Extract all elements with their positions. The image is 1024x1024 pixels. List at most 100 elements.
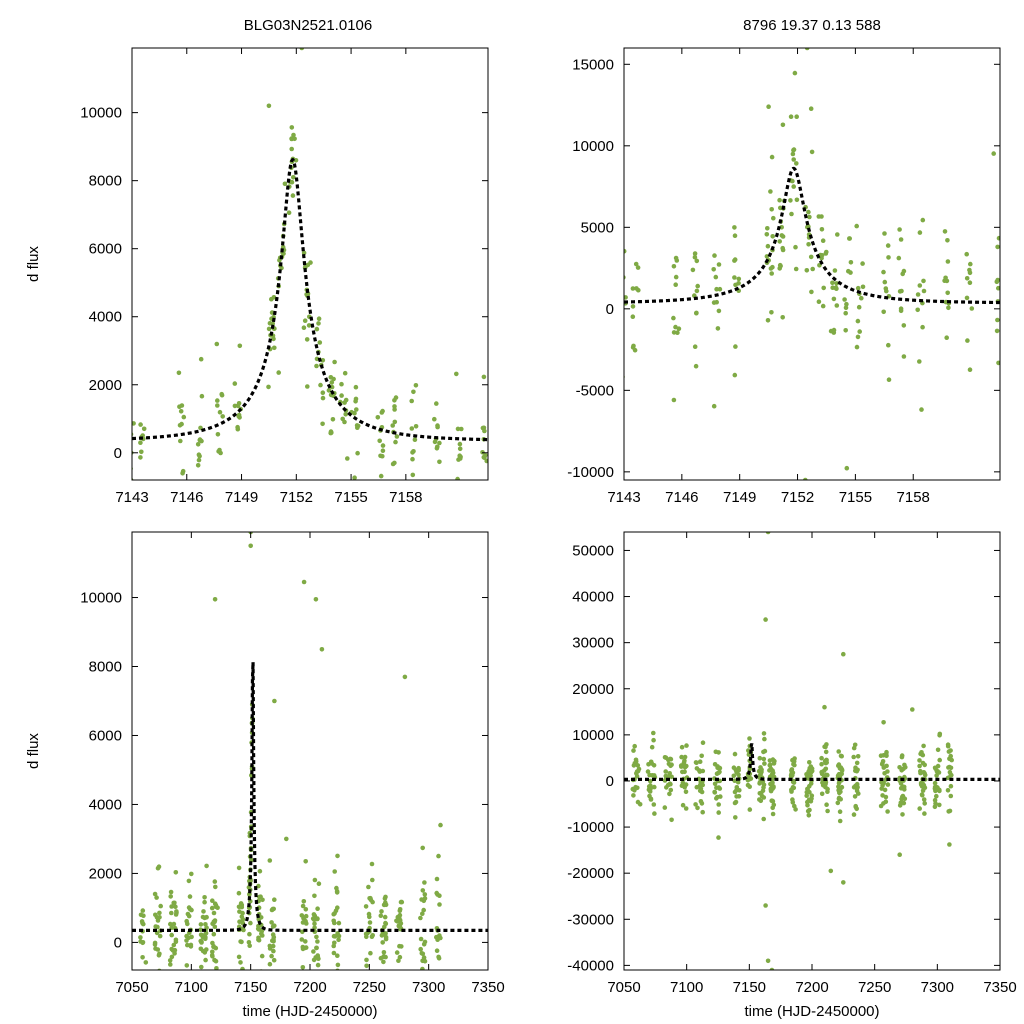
data-point [936,770,942,775]
data-point [769,271,774,276]
data-point [901,268,907,274]
x-tick-label: 7300 [921,979,954,996]
x-tick-label: 7050 [115,979,148,996]
data-point [214,966,219,970]
data-point [455,476,460,480]
data-point [806,813,812,818]
plot-frame [623,531,1001,971]
data-point [793,266,799,272]
data-point [209,905,215,911]
data-point [213,958,219,964]
plot-frame [131,531,489,971]
data-point [152,940,158,946]
data-point [713,749,719,755]
data-point [856,304,862,310]
data-point [732,751,738,757]
data-point [432,416,437,422]
data-point [624,248,627,254]
data-point [315,916,320,922]
data-point [377,438,383,444]
data-point [619,298,624,303]
data-point [272,897,277,902]
data-point [771,802,777,808]
data-points-zoom-right [619,48,1000,480]
data-point [679,754,684,760]
data-point [806,209,811,215]
data-point [418,936,424,942]
data-point [780,234,786,239]
data-point [853,784,859,790]
data-point [935,747,941,753]
data-point [920,217,926,223]
data-point [304,337,310,342]
data-point-outlier [822,704,827,710]
data-point [311,912,317,917]
data-point [235,424,240,430]
data-point [682,754,688,760]
data-point [915,307,920,313]
data-point [217,409,223,415]
data-point [669,817,674,823]
data-point [420,888,426,893]
data-point [695,805,700,811]
data-point [481,454,487,460]
data-point-outlier [769,967,775,970]
data-point [860,261,865,266]
data-point [364,963,369,969]
data-point [336,937,341,943]
panel-full-left: 7050 7100 7150 7200 7250 7300 7350 0 2000 4000 600… [25,531,505,1020]
data-point [824,802,829,807]
data-point [352,475,357,480]
data-point [184,963,190,968]
data-point [857,329,862,334]
data-point [378,913,384,918]
data-point [382,896,388,901]
data-point [994,328,1000,334]
data-point [303,859,309,864]
data-point [189,871,194,877]
data-point [716,835,721,840]
data-point [240,971,245,976]
data-point [364,957,369,963]
data-point [315,939,320,944]
y-tick-label: 15000 [572,56,614,73]
data-point [760,788,766,793]
data-point-outlier [402,674,408,680]
data-point [898,800,904,806]
x-tick-label: 7200 [795,979,828,996]
y-tick-label: 10000 [572,138,614,155]
data-point [143,960,149,965]
data-point [634,774,640,779]
data-point [186,913,192,919]
data-point [790,800,796,805]
data-point [188,944,194,949]
data-point [946,809,951,814]
data-point [852,794,858,799]
data-point [218,450,223,456]
data-point [837,809,843,814]
data-point [652,811,657,816]
data-point [835,232,840,237]
data-point [459,426,464,432]
data-point [761,816,766,822]
data-point [834,303,840,308]
data-point [169,910,174,916]
data-point [438,935,443,941]
data-point [769,772,775,777]
data-point [355,423,361,429]
data-point [422,892,428,897]
data-point [370,877,375,883]
data-point [178,438,183,444]
data-point [830,285,835,291]
data-point [794,197,800,203]
data-point [173,937,179,943]
data-point [624,275,626,280]
data-point [697,788,703,794]
y-tick-label: 30000 [572,635,614,652]
data-point [882,279,888,285]
data-point [853,804,859,810]
y-tick-label: -30000 [567,911,614,928]
data-point [693,802,698,807]
data-point [807,807,812,813]
data-point [141,426,147,432]
